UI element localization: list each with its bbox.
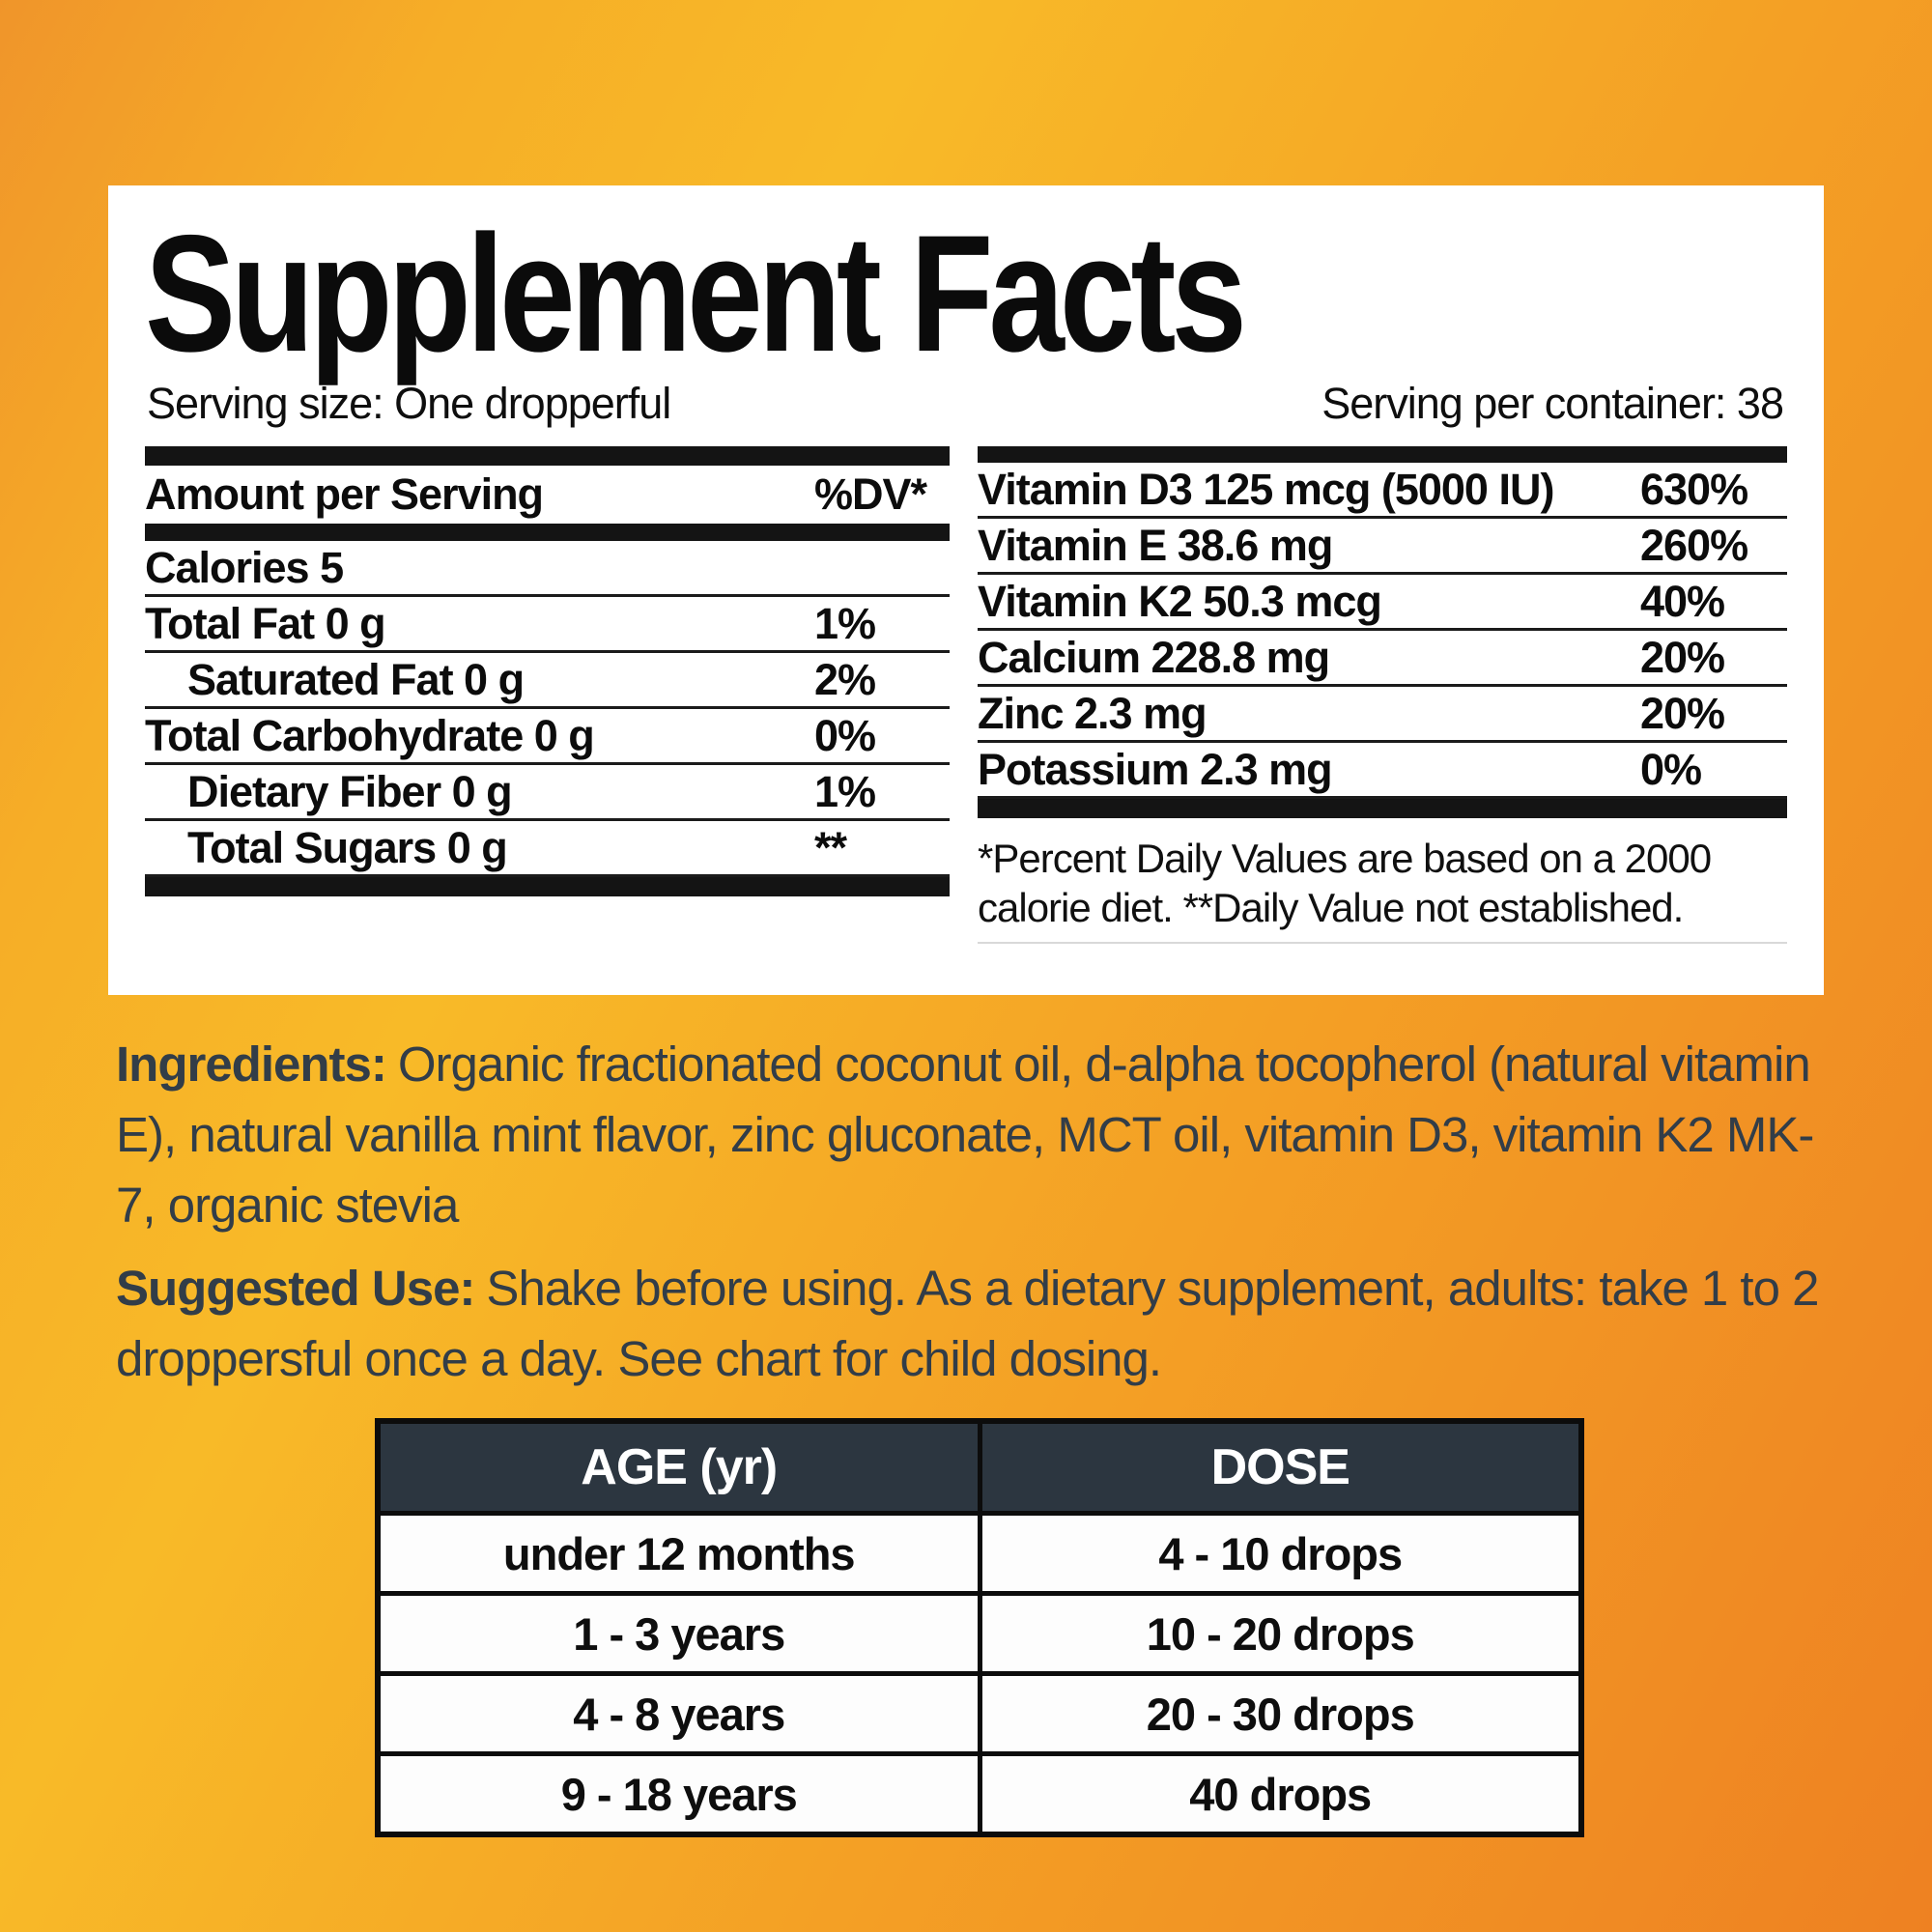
row-label: Total Fat 0 g <box>145 598 386 648</box>
suggested-use-text: Shake before using. As a dietary supplem… <box>116 1261 1819 1386</box>
ingredients-paragraph: Ingredients: Organic fractionated coconut… <box>116 1030 1839 1241</box>
table-row-dietary-fiber: Dietary Fiber 0 g 1% <box>145 765 950 821</box>
row-value: 260% <box>1640 520 1748 570</box>
table-row-zinc: Zinc 2.3 mg 20% <box>978 687 1787 743</box>
row-value: 40% <box>1640 576 1725 626</box>
amount-per-serving-label: Amount per Serving <box>145 469 544 519</box>
suggested-use-label: Suggested Use: <box>116 1261 475 1316</box>
table-row-total-sugars: Total Sugars 0 g ** <box>145 821 950 877</box>
dose-cell: 4 - 10 drops <box>977 1511 1584 1596</box>
serving-info-row: Serving size: One dropperful Serving per… <box>147 379 1784 429</box>
table-row-vitamin-k2: Vitamin K2 50.3 mcg 40% <box>978 575 1787 631</box>
table-row-vitamin-e: Vitamin E 38.6 mg 260% <box>978 519 1787 575</box>
row-value: 2% <box>814 654 876 704</box>
divider-bar <box>145 446 950 466</box>
divider-bar <box>978 799 1787 818</box>
row-value: 20% <box>1640 632 1725 682</box>
dose-cell: 40 drops <box>977 1751 1584 1837</box>
row-value: ** <box>814 822 847 872</box>
row-value: 0% <box>1640 744 1702 794</box>
serving-size-text: Serving size: One dropperful <box>147 379 671 428</box>
row-value: 1% <box>814 598 876 648</box>
table-row-total-fat: Total Fat 0 g 1% <box>145 597 950 653</box>
row-label: Calories 5 <box>145 542 344 592</box>
suggested-use-paragraph: Suggested Use: Shake before using. As a d… <box>116 1254 1839 1395</box>
panel-title: Supplement Facts <box>145 201 1247 386</box>
table-row-vitamin-d3: Vitamin D3 125 mcg (5000 IU) 630% <box>978 463 1787 519</box>
row-label: Potassium 2.3 mg <box>978 744 1333 794</box>
dosing-header-row: AGE (yr) DOSE <box>375 1418 1584 1516</box>
row-label: Calcium 228.8 mg <box>978 632 1330 682</box>
dosing-row: 9 - 18 years 40 drops <box>375 1751 1584 1837</box>
dosing-row: under 12 months 4 - 10 drops <box>375 1511 1584 1596</box>
divider-bar <box>145 877 950 896</box>
nutrition-header-row: Amount per Serving %DV* <box>145 466 950 524</box>
dosing-row: 4 - 8 years 20 - 30 drops <box>375 1671 1584 1756</box>
table-row-potassium: Potassium 2.3 mg 0% <box>978 743 1787 799</box>
dose-cell: 10 - 20 drops <box>977 1591 1584 1676</box>
divider-bar <box>978 446 1787 463</box>
dose-column-header: DOSE <box>977 1418 1584 1516</box>
row-value: 20% <box>1640 688 1725 738</box>
age-column-header: AGE (yr) <box>375 1418 982 1516</box>
age-cell: 4 - 8 years <box>375 1671 982 1756</box>
row-label: Vitamin E 38.6 mg <box>978 520 1333 570</box>
table-row-total-carbohydrate: Total Carbohydrate 0 g 0% <box>145 709 950 765</box>
row-label: Vitamin D3 125 mcg (5000 IU) <box>978 464 1554 514</box>
row-label: Dietary Fiber 0 g <box>187 766 513 816</box>
row-value: 0% <box>814 710 876 760</box>
row-value: 1% <box>814 766 876 816</box>
table-row-calories: Calories 5 <box>145 541 950 597</box>
divider-bar <box>145 524 950 541</box>
nutrition-table: Amount per Serving %DV* Calories 5 Total… <box>145 446 950 896</box>
row-label: Total Sugars 0 g <box>187 822 508 872</box>
table-row-calcium: Calcium 228.8 mg 20% <box>978 631 1787 687</box>
dose-cell: 20 - 30 drops <box>977 1671 1584 1756</box>
age-cell: 1 - 3 years <box>375 1591 982 1676</box>
row-label: Zinc 2.3 mg <box>978 688 1208 738</box>
dosing-row: 1 - 3 years 10 - 20 drops <box>375 1591 1584 1676</box>
row-label: Saturated Fat 0 g <box>187 654 525 704</box>
vitamin-table: Vitamin D3 125 mcg (5000 IU) 630% Vitami… <box>978 446 1787 945</box>
supplement-facts-panel: Supplement Facts Serving size: One dropp… <box>108 185 1824 995</box>
age-cell: under 12 months <box>375 1511 982 1596</box>
daily-value-footnote: *Percent Daily Values are based on a 200… <box>978 834 1787 945</box>
row-label: Total Carbohydrate 0 g <box>145 710 595 760</box>
ingredients-label: Ingredients: <box>116 1037 387 1092</box>
servings-per-container-text: Serving per container: 38 <box>1321 379 1784 428</box>
row-label: Vitamin K2 50.3 mcg <box>978 576 1382 626</box>
row-value: 630% <box>1640 464 1748 514</box>
ingredients-text: Organic fractionated coconut oil, d-alph… <box>116 1037 1814 1233</box>
dv-header-label: %DV* <box>814 469 927 519</box>
age-cell: 9 - 18 years <box>375 1751 982 1837</box>
child-dosing-table: AGE (yr) DOSE under 12 months 4 - 10 dro… <box>375 1418 1584 1837</box>
table-row-saturated-fat: Saturated Fat 0 g 2% <box>145 653 950 709</box>
